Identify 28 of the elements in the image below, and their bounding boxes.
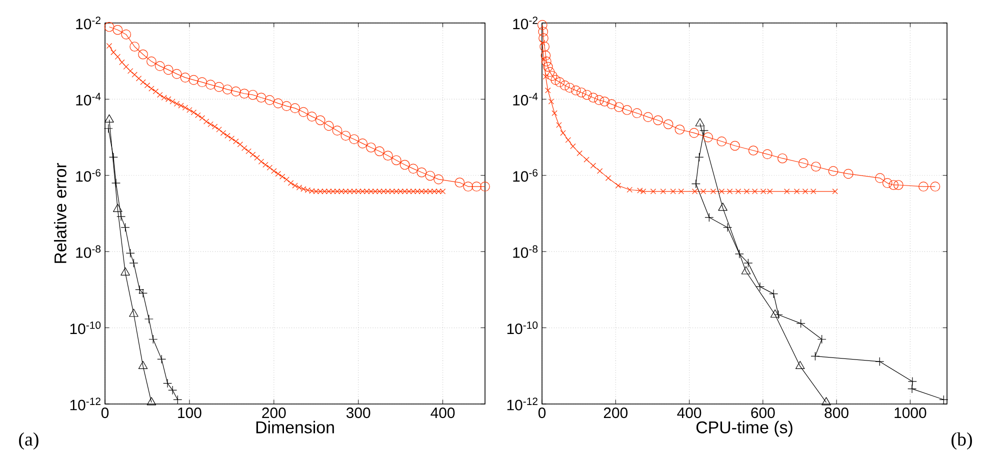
text: (b) (952, 432, 972, 450)
x-tick-label: 200 (262, 408, 286, 418)
x-tick-label: 600 (751, 408, 775, 418)
x-axis-title: Dimension (256, 420, 334, 434)
text: (a) (19, 432, 38, 450)
x-tick-label: 800 (824, 408, 848, 418)
y-tick-label: 10$^{-6}$ (76, 169, 101, 182)
x-tick-label: 100 (178, 408, 202, 418)
y-tick-label: 10$^{-12}$ (507, 398, 538, 410)
y-tick-label: 10$^{-4}$ (76, 92, 101, 106)
y-tick-label: 10$^{-2}$ (76, 16, 100, 30)
y-tick-label: 10$^{-8}$ (513, 245, 538, 258)
y-tick-label: 10$^{-12}$ (70, 398, 100, 410)
x-tick-label: 1000 (894, 408, 926, 418)
x-tick-label: 0 (101, 408, 109, 418)
x-tick-label: 300 (346, 408, 370, 418)
y-tick-label: 10$^{-6}$ (513, 169, 538, 182)
x-tick-label: 400 (677, 408, 702, 418)
y-tick-label: 10$^{-8}$ (76, 245, 101, 258)
y-tick-label: 10$^{-10}$ (70, 321, 101, 334)
y-axis-title: Relative error (54, 162, 66, 263)
x-axis-title: CPU-time (s) (696, 420, 792, 437)
y-tick-label: 10$^{-10}$ (507, 321, 538, 334)
x-tick-label: 400 (430, 408, 455, 418)
x-tick-label: 0 (538, 408, 546, 418)
x-tick-label: 200 (604, 408, 628, 418)
y-tick-label: 10$^{-4}$ (513, 92, 538, 106)
y-tick-label: 10$^{-2}$ (513, 16, 538, 30)
